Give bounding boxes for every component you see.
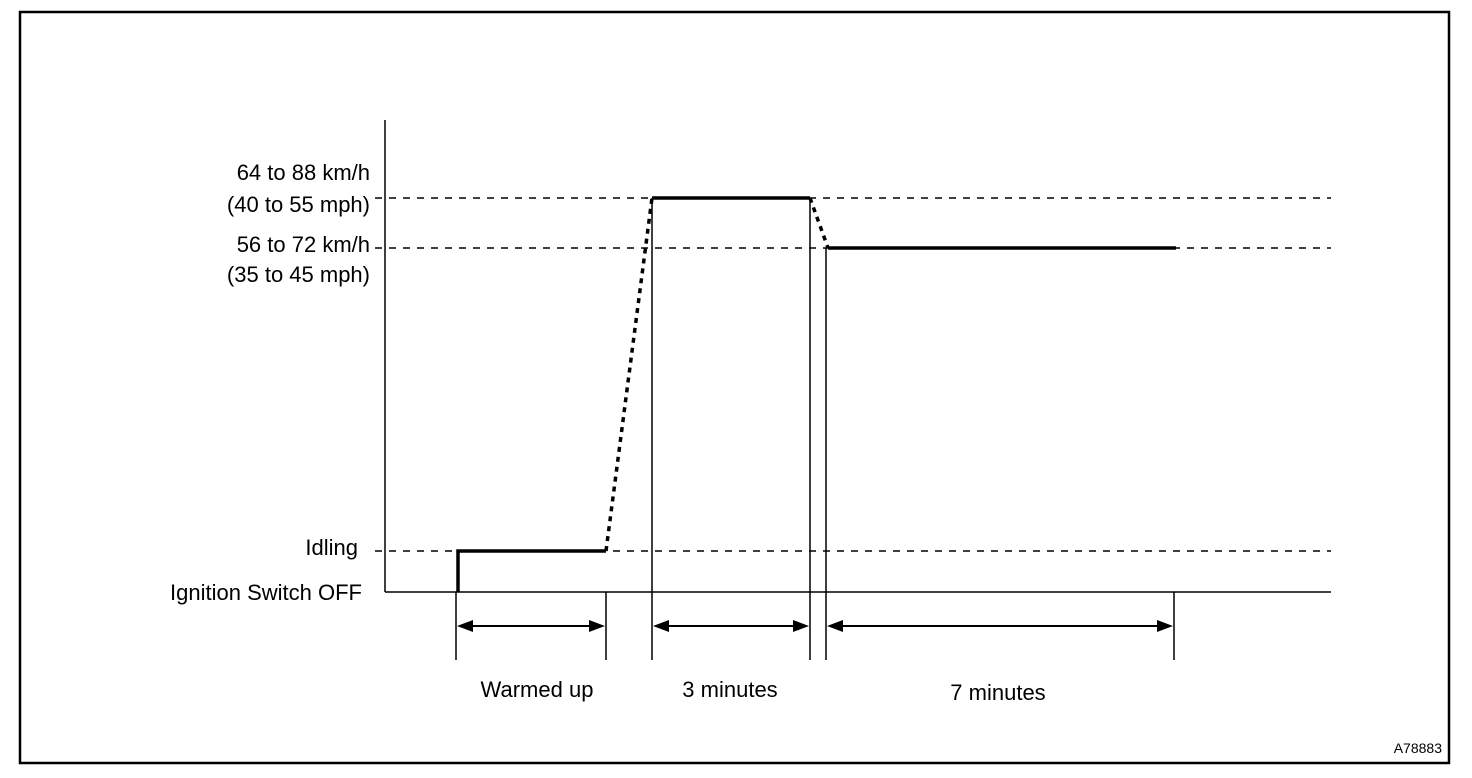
idling-label: Idling (305, 535, 358, 560)
seven-minutes-label: 7 minutes (950, 680, 1045, 705)
warmed-up-label: Warmed up (481, 677, 594, 702)
figure-code: A78883 (1394, 740, 1442, 756)
frame-border (18, 10, 1451, 765)
warmed-up-duration-arrow (457, 620, 605, 632)
three-minutes-duration-arrow (653, 620, 809, 632)
mid-speed-kmh-label: 56 to 72 km/h (237, 232, 370, 257)
deceleration-transition (808, 197, 830, 249)
three-minutes-label: 3 minutes (682, 677, 777, 702)
seven-minutes-duration-arrow (827, 620, 1173, 632)
acceleration-transition (604, 197, 654, 552)
mid-speed-mph-label: (35 to 45 mph) (227, 262, 370, 287)
high-speed-mph-label: (40 to 55 mph) (227, 192, 370, 217)
warm-up-profile-segment (456, 549, 606, 592)
high-speed-kmh-label: 64 to 88 km/h (237, 160, 370, 185)
ignition-switch-off-label: Ignition Switch OFF (170, 580, 362, 605)
